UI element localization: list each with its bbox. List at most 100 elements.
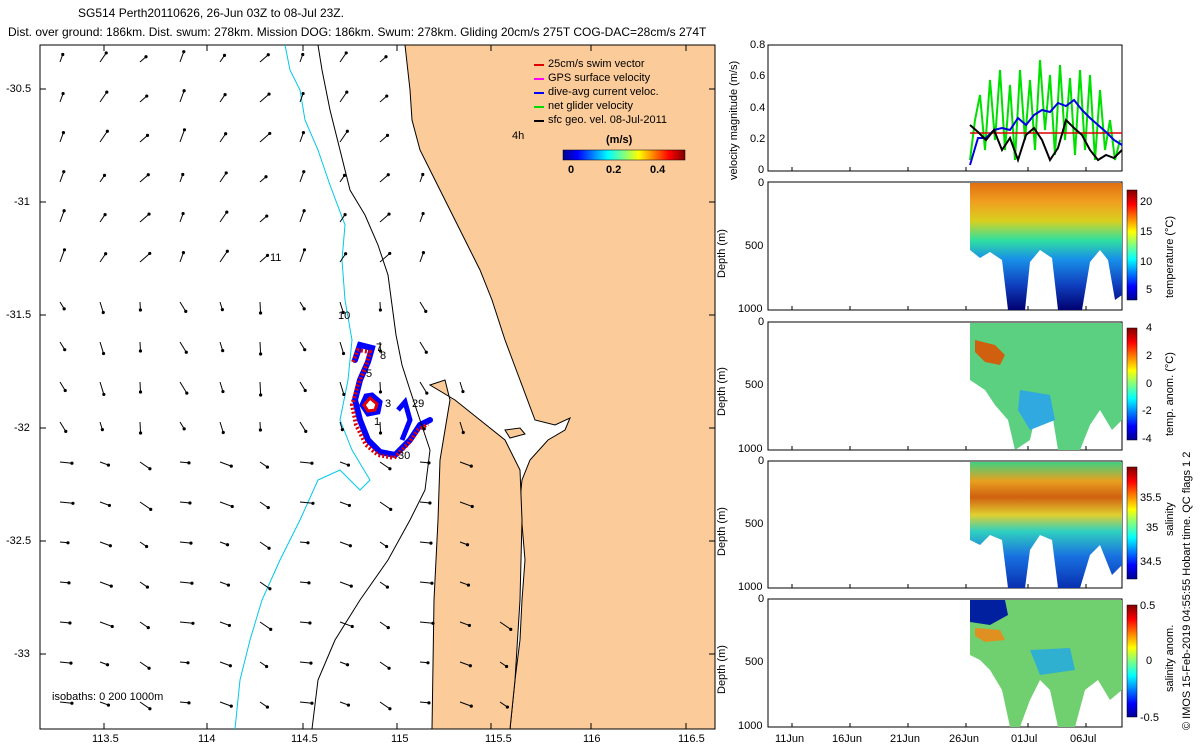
current-vector-head <box>148 467 152 471</box>
current-vector-head <box>62 170 66 174</box>
current-vector <box>339 253 347 263</box>
sal-ylabel: Depth (m) <box>716 507 728 556</box>
current-vector <box>459 421 464 433</box>
current-vector-head <box>108 544 112 548</box>
current-vector <box>59 381 66 391</box>
tanom-y-tick: 1000 <box>738 443 763 455</box>
current-vector <box>59 171 65 183</box>
current-vector <box>139 621 149 629</box>
current-vector <box>419 581 432 584</box>
day-label: 29 <box>412 398 425 410</box>
sal-anom-fresh-patch <box>970 600 1008 625</box>
current-vector-head <box>224 171 228 175</box>
current-vector-head <box>228 664 232 668</box>
current-vector <box>139 501 152 510</box>
current-vector-head <box>184 309 188 313</box>
day-label: 8 <box>380 350 387 362</box>
colorbar-unit: (m/s) <box>606 134 633 146</box>
current-vector-head <box>102 173 107 177</box>
current-vector-head <box>63 388 67 393</box>
legend-label-swim: 25cm/s swim vector <box>548 58 645 70</box>
vel-y-tick: 0.6 <box>750 70 766 82</box>
current-vector-head <box>302 248 307 252</box>
day-label: 30 <box>398 450 411 462</box>
current-vector <box>139 461 151 470</box>
tanom-ylabel: Depth (m) <box>716 367 728 416</box>
current-vector-head <box>64 429 68 433</box>
current-vector-head <box>62 209 66 213</box>
current-vector <box>379 421 382 434</box>
current-vector <box>139 213 150 223</box>
current-vector-head <box>68 621 72 625</box>
current-vector-head <box>385 544 389 549</box>
tanom-cb-tick: -4 <box>1142 433 1152 445</box>
current-vector-head <box>265 214 269 218</box>
current-vector <box>259 133 271 143</box>
current-vector-head <box>388 707 392 711</box>
current-vector-head <box>267 546 271 550</box>
current-vector-head <box>109 584 113 588</box>
current-vector-head <box>343 212 347 217</box>
current-vector-head <box>106 463 111 467</box>
current-vector <box>99 621 113 627</box>
current-vector-head <box>465 543 470 547</box>
current-vector-head <box>346 703 351 707</box>
current-vector <box>179 90 185 103</box>
current-vector-head <box>189 541 193 545</box>
current-vector-head <box>229 704 233 708</box>
current-vector <box>179 501 190 504</box>
day-label: 1 <box>374 416 381 428</box>
current-vector <box>419 381 428 394</box>
current-vector <box>339 501 350 506</box>
day-label: 11 <box>270 252 282 264</box>
current-vector <box>299 171 305 183</box>
map-y-tick: -31 <box>14 196 30 208</box>
current-vector <box>379 701 391 710</box>
current-vector <box>259 621 272 630</box>
current-vector <box>339 621 353 627</box>
legend-label-sfc: sfc geo. vel. 08-Jul-2011 <box>548 114 668 126</box>
vel-y-tick: 0.8 <box>750 39 766 51</box>
current-vector <box>299 249 305 263</box>
current-vector <box>259 301 262 314</box>
current-vector <box>219 211 228 223</box>
current-vector-head <box>427 461 431 465</box>
map-y-tick: -32 <box>14 422 30 434</box>
isobaths-label: isobaths: 0 200 1000m <box>52 691 164 703</box>
tanom-cb-tick: -2 <box>1142 405 1152 417</box>
current-vector-head <box>384 55 388 59</box>
colorbar-tick-0: 0 <box>568 164 575 176</box>
time-x-tick: 26Jun <box>949 733 979 745</box>
current-vector <box>219 381 224 392</box>
current-vector-head <box>385 585 390 589</box>
current-vector-head <box>467 623 471 628</box>
vel-y-tick: 0 <box>758 164 765 176</box>
current-vector-head <box>229 464 233 468</box>
current-vector-head <box>225 210 229 214</box>
current-vector-head <box>258 311 263 315</box>
current-vector-head <box>341 351 346 356</box>
current-vector-head <box>182 50 186 54</box>
temp-y-tick: 0 <box>758 177 765 189</box>
current-vector-head <box>265 705 270 709</box>
current-vector <box>139 421 142 434</box>
current-vector-head <box>431 621 435 625</box>
current-vector <box>99 301 104 313</box>
current-vector-head <box>187 461 191 465</box>
current-vector-head <box>346 463 351 467</box>
current-vector-head <box>186 661 190 665</box>
time-x-tick: 01Jul <box>1011 733 1038 745</box>
current-vector-head <box>182 128 187 132</box>
current-vector-head <box>505 664 509 669</box>
current-vector <box>139 135 148 143</box>
current-vector-head <box>469 704 473 708</box>
current-vector-head <box>386 626 390 630</box>
current-vector-head <box>62 248 67 252</box>
current-vector-head <box>105 663 110 667</box>
current-vector-head <box>308 621 312 625</box>
current-vector-head <box>100 428 104 432</box>
current-vector <box>99 581 112 587</box>
current-vector-head <box>145 94 149 98</box>
current-vector <box>419 621 433 624</box>
current-vector-head <box>222 53 227 57</box>
